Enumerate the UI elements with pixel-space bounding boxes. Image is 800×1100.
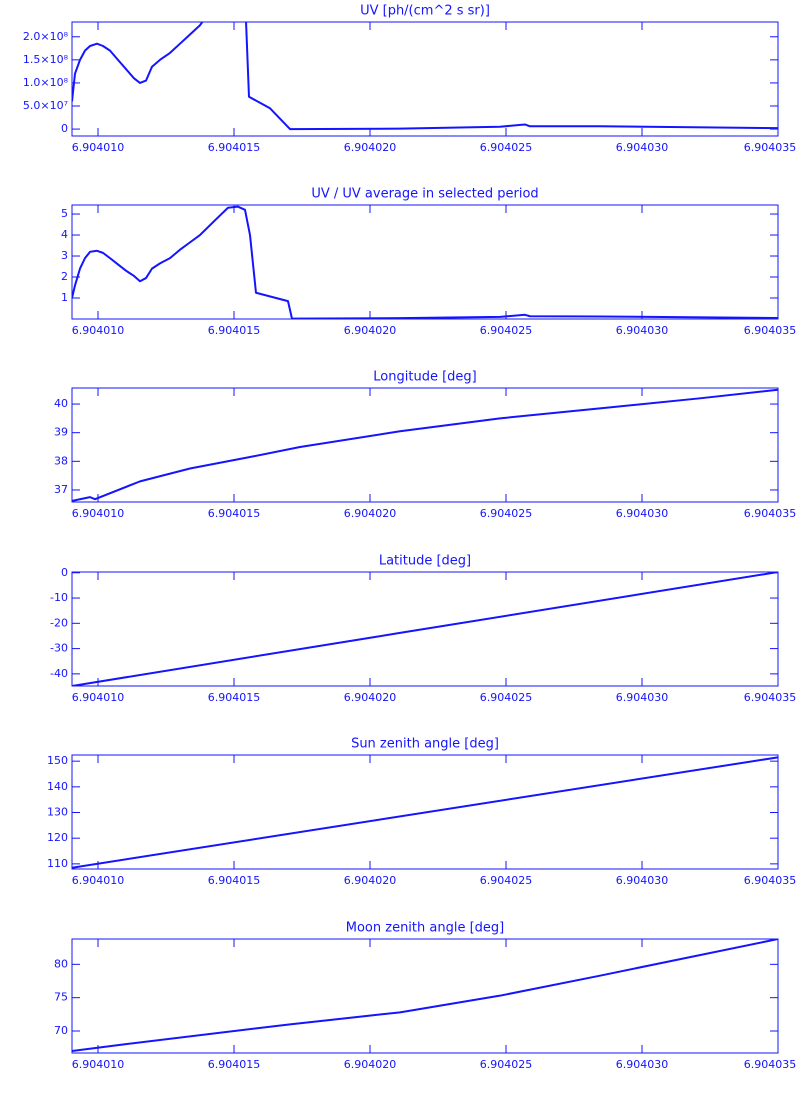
plot-frame [71,21,779,137]
y-tick-label: 37 [54,483,68,496]
x-tick-label: 6.904025 [480,141,533,154]
panel: Latitude [deg] 6.904010 6.904015 6.904020 6.… [50,554,796,705]
x-tick-label: 6.904015 [208,141,261,154]
x-tick-label: 6.904015 [208,507,261,520]
panel-title: Sun zenith angle [deg] [351,737,499,752]
y-tick-label: -10 [50,591,68,604]
y-tick-label: 5 [61,207,68,220]
y-tick-label: 110 [47,857,68,870]
x-tick-label: 6.904035 [744,507,797,520]
x-tick-label: 6.904020 [344,1058,397,1071]
panel: UV / UV average in selected period 6.9040… [61,187,796,338]
y-tick-label: 38 [54,454,68,467]
x-tick-label: 6.904025 [480,507,533,520]
panel-title: UV [ph/(cm^2 s sr)] [360,4,490,19]
panel-title: UV / UV average in selected period [311,187,538,202]
x-tick-label: 6.904020 [344,874,397,887]
y-tick-label: 5.0×10⁷ [23,99,68,112]
plot-frame [71,754,779,870]
x-tick-label: 6.904030 [616,324,669,337]
x-tick-label: 6.904025 [480,874,533,887]
panel-title: Moon zenith angle [deg] [346,921,504,936]
y-tick-label: 150 [47,754,68,767]
panel: Moon zenith angle [deg] 6.904010 6.904015 6… [54,921,796,1072]
data-line [72,205,778,319]
y-tick-label: 2 [61,270,68,283]
data-line [72,22,778,131]
x-tick-label: 6.904030 [616,874,669,887]
y-tick-label: 120 [47,831,68,844]
y-tick-label: 1.0×10⁸ [23,76,69,89]
x-tick-label: 6.904035 [744,691,797,704]
x-tick-label: 6.904035 [744,141,797,154]
data-line [72,939,778,1052]
data-line [72,756,778,869]
panel-title: Longitude [deg] [373,370,476,385]
y-tick-label: -30 [50,642,68,655]
x-tick-label: 6.904010 [72,1058,125,1071]
y-tick-label: 75 [54,991,68,1004]
y-tick-label: 40 [54,397,68,410]
panel: Sun zenith angle [deg] 6.904010 6.904015 6.… [47,737,796,888]
x-tick-label: 6.904010 [72,507,125,520]
y-tick-label: 70 [54,1024,68,1037]
x-tick-label: 6.904020 [344,324,397,337]
y-tick-label: -20 [50,616,68,629]
y-tick-label: 1.5×10⁸ [23,53,69,66]
x-tick-label: 6.904010 [72,141,125,154]
x-tick-label: 6.904030 [616,507,669,520]
y-tick-label: 3 [61,249,68,262]
x-tick-label: 6.904025 [480,324,533,337]
x-tick-label: 6.904025 [480,691,533,704]
x-tick-label: 6.904020 [344,507,397,520]
plot-frame [71,571,779,687]
data-line [72,572,778,686]
plot-frame [71,387,779,503]
x-tick-label: 6.904035 [744,1058,797,1071]
x-tick-label: 6.904015 [208,691,261,704]
x-tick-label: 6.904015 [208,1058,261,1071]
x-tick-label: 6.904010 [72,691,125,704]
y-tick-label: 140 [47,780,68,793]
y-tick-label: 0 [61,122,68,135]
panel: UV [ph/(cm^2 s sr)] 6.904010 6.904015 6.904… [23,4,797,155]
y-tick-label: 1 [61,291,68,304]
y-tick-label: 4 [61,228,68,241]
x-tick-label: 6.904035 [744,324,797,337]
y-tick-label: 0 [61,566,68,579]
x-tick-label: 6.904030 [616,1058,669,1071]
x-tick-label: 6.904015 [208,874,261,887]
x-tick-label: 6.904010 [72,874,125,887]
x-tick-label: 6.904010 [72,324,125,337]
y-tick-label: 39 [54,426,68,439]
panel-title: Latitude [deg] [379,554,471,569]
x-tick-label: 6.904015 [208,324,261,337]
x-tick-label: 6.904030 [616,141,669,154]
x-tick-label: 6.904020 [344,141,397,154]
y-tick-label: 80 [54,957,68,970]
plot-frame [71,204,779,320]
y-tick-label: -40 [50,667,68,680]
y-tick-label: 2.0×10⁸ [23,30,69,43]
y-tick-label: 130 [47,806,68,819]
x-tick-label: 6.904020 [344,691,397,704]
plot-frame [71,938,779,1054]
x-tick-label: 6.904030 [616,691,669,704]
x-tick-label: 6.904025 [480,1058,533,1071]
panel: Longitude [deg] 6.904010 6.904015 6.904020 6… [54,370,796,521]
data-line [72,388,778,502]
x-tick-label: 6.904035 [744,874,797,887]
